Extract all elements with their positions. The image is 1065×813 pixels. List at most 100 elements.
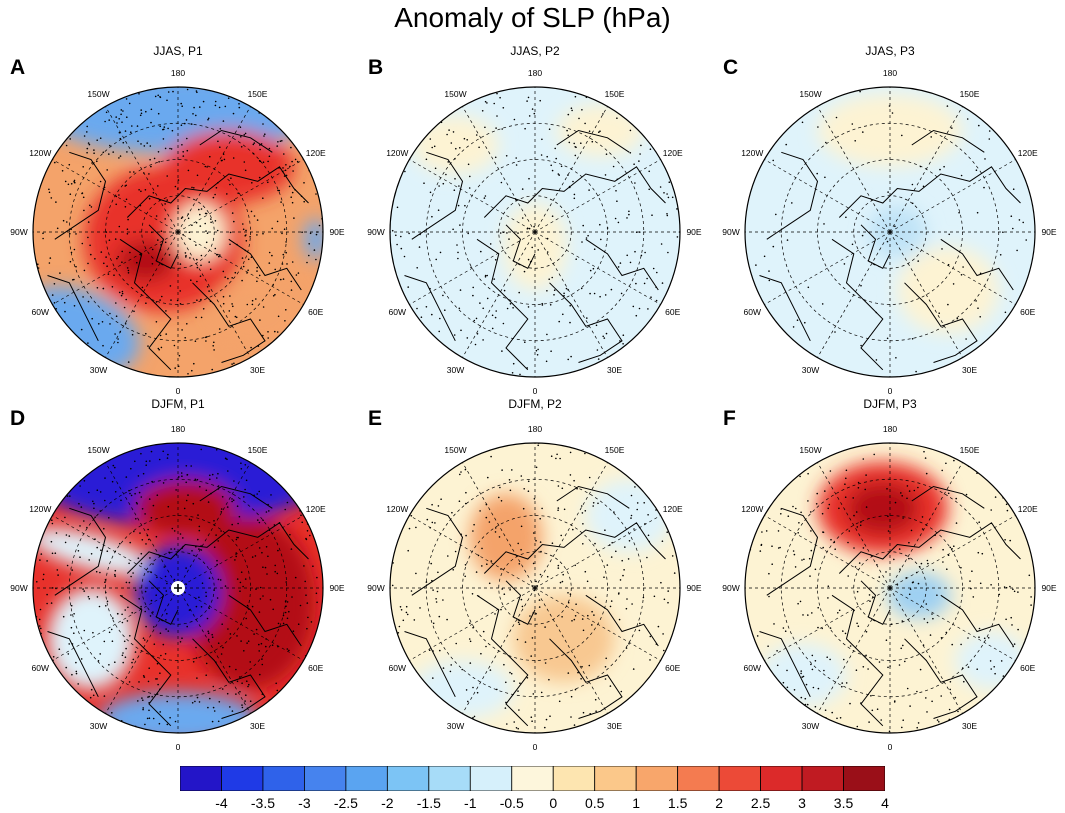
longitude-label: 150W (87, 89, 110, 100)
anomaly-region (817, 94, 963, 167)
graticule (33, 443, 323, 733)
graticule (745, 443, 1035, 733)
longitude-label: 30W (89, 364, 108, 375)
colorbar-tick-label: 4 (881, 795, 889, 811)
map-field (33, 87, 323, 377)
colorbar-swatch (221, 765, 264, 792)
graticule (745, 87, 1035, 377)
coastlines (759, 485, 1021, 727)
longitude-label: 0 (175, 386, 181, 396)
longitude-label: 90W (722, 583, 740, 593)
longitude-label: 90E (1041, 583, 1057, 593)
panel-letter: B (368, 56, 384, 79)
longitude-label: 150W (87, 445, 110, 456)
longitude-label: 120E (305, 147, 326, 158)
map-field (390, 443, 680, 733)
colorbar-swatch (718, 765, 761, 792)
longitude-label: 60E (1020, 662, 1036, 673)
longitude-label: 0 (887, 742, 893, 752)
longitude-label: 30W (446, 364, 465, 375)
colorbar-swatch (386, 765, 430, 792)
longitude-label: 30E (249, 364, 266, 375)
longitude-label: 90E (329, 227, 345, 237)
colorbar-swatch (635, 765, 679, 792)
longitude-label: 150E (604, 445, 625, 456)
longitude-label: 60E (665, 662, 681, 673)
anomaly-region (846, 482, 919, 535)
longitude-label: 180 (170, 424, 186, 434)
anomaly-region (47, 588, 135, 690)
colorbar-tick-label: 0 (549, 795, 558, 811)
colorbar-tick-label: 1.5 (667, 795, 688, 811)
longitude-label: 120W (741, 503, 764, 514)
colorbar-tick-label: 0.5 (584, 795, 605, 811)
longitude-label: 120E (662, 503, 683, 514)
colorbar-swatch (345, 765, 388, 792)
longitude-label: 0 (532, 386, 538, 396)
longitude-label: 120W (741, 147, 764, 158)
longitude-label: 180 (882, 68, 898, 78)
longitude-label: 150E (959, 445, 980, 456)
anomaly-region (173, 203, 226, 261)
longitude-label: 90W (722, 227, 740, 237)
map-border (744, 442, 1036, 734)
longitude-label: 90W (367, 583, 385, 593)
longitude-label: 30W (446, 720, 465, 731)
colorbar-swatch (262, 765, 305, 792)
colorbar-swatch (469, 765, 513, 792)
longitude-label: 90W (10, 583, 28, 593)
panel-title: JJAS, P3 (865, 44, 915, 58)
colorbar-tick-label: -2 (381, 795, 394, 811)
colorbar-swatch (843, 765, 886, 792)
panel-letter: C (723, 56, 739, 79)
colorbar-tick-label: -2.5 (333, 795, 358, 811)
longitude-label: 30E (606, 364, 623, 375)
panel-title: DJFM, P3 (863, 397, 917, 411)
longitude-label: 120W (29, 147, 52, 158)
colorbar-swatch (677, 765, 720, 792)
longitude-label: 90E (329, 583, 345, 593)
longitude-label: 0 (532, 742, 538, 752)
longitude-label: 30W (801, 364, 820, 375)
colorbar (179, 765, 886, 792)
longitude-label: 150W (799, 445, 822, 456)
figure-title: Anomaly of SLP (hPa) (394, 2, 671, 33)
longitude-label: 60E (308, 306, 324, 317)
colorbar-tick-label: 1 (632, 795, 641, 811)
map-field (390, 87, 680, 377)
longitude-label: 180 (527, 68, 543, 78)
anomaly-region (185, 515, 316, 690)
graticule (33, 87, 323, 377)
anomaly-region (897, 246, 999, 334)
longitude-label: 150E (959, 89, 980, 100)
panel-title: DJFM, P2 (508, 397, 562, 411)
colorbar-swatch (511, 765, 554, 792)
longitude-label: 120W (386, 503, 409, 514)
longitude-label: 120W (29, 503, 52, 514)
colorbar-swatch (179, 765, 222, 792)
longitude-label: 180 (527, 424, 543, 434)
longitude-label: 150E (247, 89, 268, 100)
colorbar-tick-label: -3 (298, 795, 311, 811)
longitude-label: 90E (686, 227, 702, 237)
longitude-label: 90E (1041, 227, 1057, 237)
longitude-label: 60E (665, 306, 681, 317)
colorbar-swatch (760, 765, 803, 792)
coastlines (47, 129, 309, 371)
longitude-label: 180 (170, 68, 186, 78)
anomaly-region (469, 493, 543, 581)
anomaly-region (411, 116, 499, 174)
anomaly-region (163, 130, 294, 203)
longitude-label: 30E (961, 720, 978, 731)
anomaly-region (513, 595, 615, 683)
longitude-label: 120E (1017, 147, 1038, 158)
colorbar-tick-label: -0.5 (499, 795, 524, 811)
longitude-label: 150W (444, 445, 467, 456)
longitude-label: 60W (388, 662, 407, 673)
colorbar-tick-label: 2.5 (750, 795, 771, 811)
anomaly-region (304, 218, 323, 260)
coastlines (759, 129, 1021, 371)
colorbar-tick-label: 2 (715, 795, 724, 811)
panel-letter: F (723, 407, 736, 430)
